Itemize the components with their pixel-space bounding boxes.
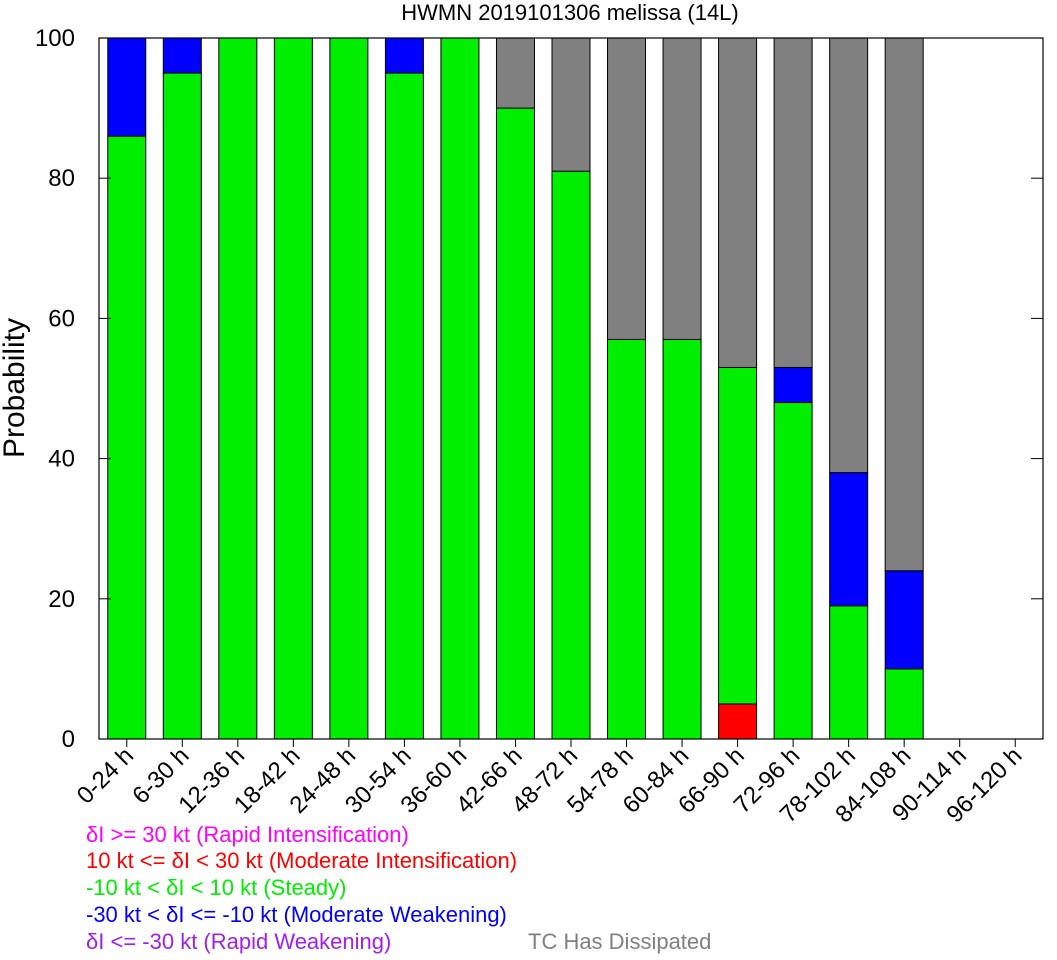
y-tick-label: 60 [48,305,75,332]
y-tick-label: 20 [48,586,75,613]
bar-segment-steady [607,338,647,740]
bars-layer [107,37,924,740]
bar-segment-moderate-weakening [829,472,869,607]
legend-moderate-weakening: -30 kt < δI <= -10 kt (Moderate Weakenin… [86,902,507,927]
bar-segment-steady [662,338,702,740]
bar-segment-tc-has-dissipated [773,37,813,368]
y-tick-label: 40 [48,446,75,473]
bar-segment-steady [773,402,813,740]
y-tick-label: 0 [62,726,75,753]
legend-rapid-weakening: δI <= -30 kt (Rapid Weakening) [86,929,392,954]
bar-segment-tc-has-dissipated [718,37,758,368]
bar-segment-steady [551,170,591,740]
bar-segment-steady [440,37,480,740]
y-tick-label: 100 [35,25,75,52]
legend-dissipated: TC Has Dissipated [528,929,712,954]
chart-title: HWMN 2019101306 melissa (14L) [401,0,739,25]
y-axis-label: Probability [0,318,31,458]
x-tick-label: 0-24 h [72,742,139,809]
bar-segment-steady [718,366,758,705]
bar-segment-steady [329,37,369,740]
legend-steady: -10 kt < δI < 10 kt (Steady) [86,875,347,900]
bar-segment-steady [829,605,869,740]
bar-segment-steady [162,72,202,740]
bar-segment-steady [884,668,924,740]
bar-segment-steady [384,72,424,740]
bar-segment-moderate-weakening [773,366,813,404]
bar-segment-moderate-intensification [718,703,758,740]
bar-segment-moderate-weakening [884,570,924,670]
bar-segment-moderate-weakening [107,37,147,137]
legend-rapid-intensification: δI >= 30 kt (Rapid Intensification) [86,822,409,847]
bar-segment-steady [273,37,313,740]
bar-segment-tc-has-dissipated [662,37,702,340]
bar-segment-tc-has-dissipated [607,37,647,340]
bar-segment-tc-has-dissipated [495,37,535,109]
bar-segment-moderate-weakening [384,37,424,74]
bar-segment-tc-has-dissipated [829,37,869,474]
bar-segment-steady [218,37,258,740]
bar-segment-steady [495,107,535,740]
bar-segment-tc-has-dissipated [551,37,591,172]
y-tick-label: 80 [48,165,75,192]
legend-moderate-intensification: 10 kt <= δI < 30 kt (Moderate Intensific… [86,848,518,873]
bar-segment-steady [107,135,147,740]
bar-segment-tc-has-dissipated [884,37,924,572]
bar-segment-moderate-weakening [162,37,202,74]
